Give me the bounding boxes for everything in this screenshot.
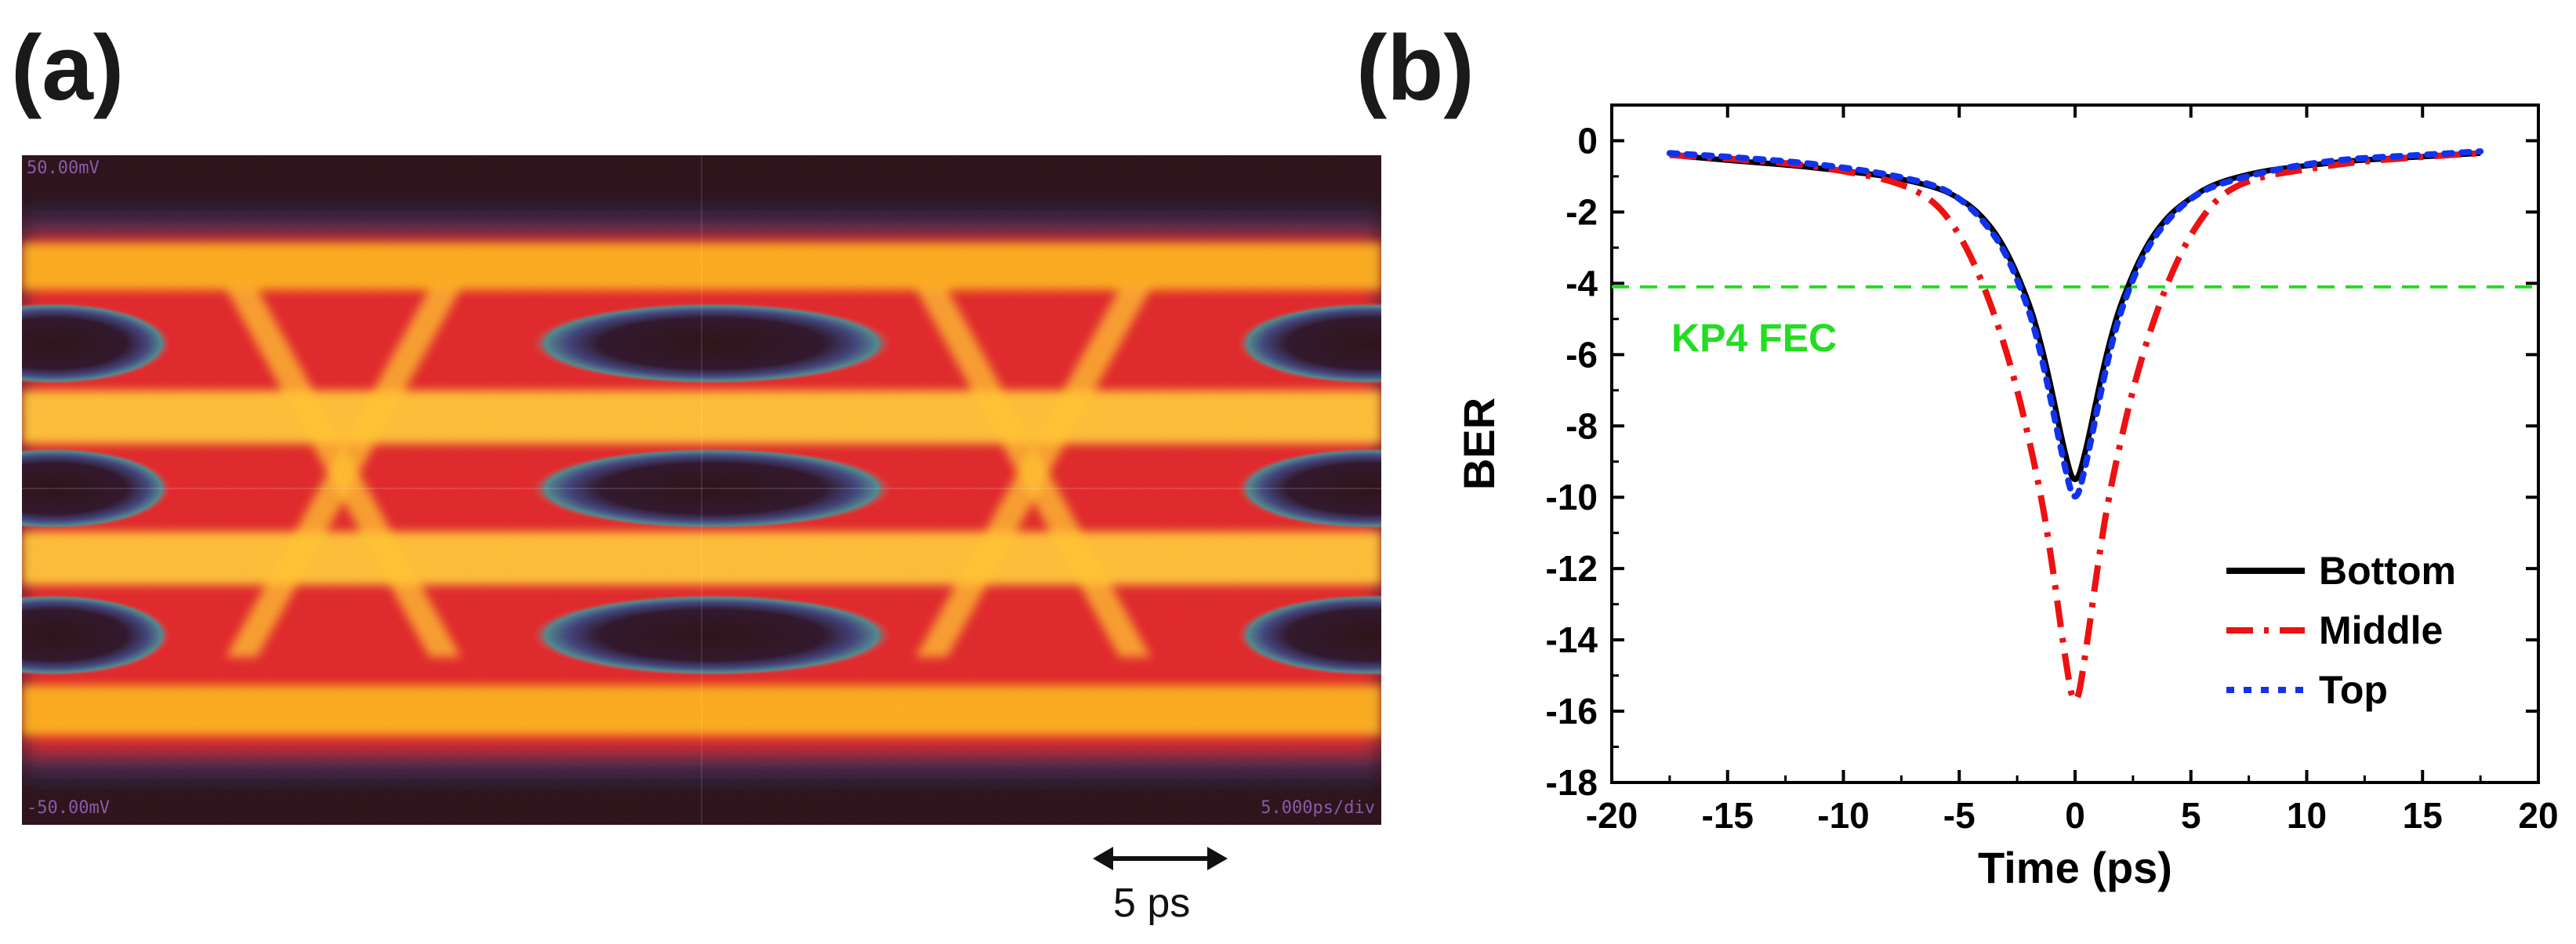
eye-diagram-image [22,155,1381,825]
x-tick-label: 15 [2403,795,2443,836]
x-tick-label: -20 [1586,795,1638,836]
panel-b-label: (b) [1356,16,1475,120]
y-tick-label: -16 [1546,691,1598,732]
x-tick-label: 0 [2065,795,2085,836]
y-tick-label: -6 [1566,334,1598,375]
y-tick-label: -14 [1546,619,1598,660]
y-tick-label: -4 [1566,263,1598,303]
panel-a-label: (a) [11,16,125,120]
scale-bar-label: 5 ps [1113,880,1191,926]
eye-diagram: 50.00mV -50.00mV 5.000ps/div [22,155,1381,825]
scale-bar-arrow [1093,847,1228,870]
x-tick-label: 10 [2287,795,2327,836]
y-tick-label: -2 [1566,191,1598,232]
y-tick-label: -18 [1546,762,1598,803]
y-tick-label: -8 [1566,405,1598,446]
osc-timebase-label: 5.000ps/div [1261,798,1375,818]
y-tick-label: -10 [1546,477,1598,517]
x-tick-label: -15 [1702,795,1754,836]
series-line-middle [1669,150,2481,704]
legend-label-bottom: Bottom [2319,549,2456,593]
x-tick-label: 5 [2181,795,2201,836]
legend-label-top: Top [2319,668,2388,712]
osc-bottom-voltage-label: -50.00mV [27,798,110,818]
y-axis-label: BER [1454,398,1504,490]
osc-top-voltage-label: 50.00mV [27,158,100,178]
x-tick-label: -5 [1943,795,1976,836]
series-line-top [1666,148,2484,500]
kp4-fec-label: KP4 FEC [1671,316,1837,360]
x-tick-label: -10 [1817,795,1869,836]
legend-label-middle: Middle [2319,608,2443,652]
plot-frame [1610,103,2540,784]
x-axis-label: Time (ps) [1978,843,2172,892]
x-tick-label: 20 [2518,795,2558,836]
y-tick-label: -12 [1546,548,1598,589]
y-tick-label: 0 [1577,120,1598,161]
